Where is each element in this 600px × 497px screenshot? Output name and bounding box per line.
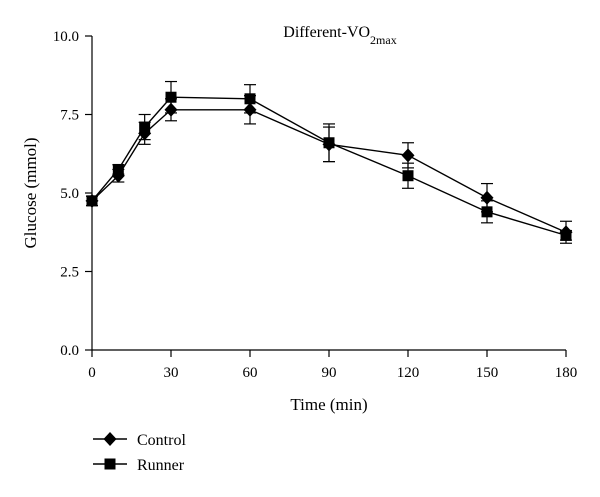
data-point-runner <box>244 93 256 105</box>
x-tick-label: 180 <box>555 365 578 381</box>
data-point-runner <box>165 91 177 103</box>
legend-marker-diamond <box>103 432 117 446</box>
chart-title-subscript: 2max <box>370 33 397 47</box>
data-point-runner <box>112 163 124 175</box>
series-control <box>85 95 573 244</box>
data-point-runner <box>86 195 98 207</box>
chart-title: Different-VO2max <box>283 24 396 47</box>
legend-item-runner: Runner <box>93 457 185 474</box>
x-tick-label: 120 <box>397 365 420 381</box>
y-tick-label: 2.5 <box>60 265 79 281</box>
y-axis-title: Glucose (mmol) <box>21 138 40 249</box>
data-point-runner <box>560 229 572 241</box>
y-tick-label: 5.0 <box>60 186 79 202</box>
chart-legend: Control Runner <box>93 432 186 474</box>
legend-label: Control <box>137 432 186 449</box>
data-point-runner <box>323 137 335 149</box>
y-tick-label: 0.0 <box>60 343 79 359</box>
data-point-runner <box>139 121 151 133</box>
y-tick-label: 7.5 <box>60 108 79 124</box>
x-tick-label: 0 <box>88 365 96 381</box>
x-tick-label: 60 <box>243 365 258 381</box>
data-point-runner <box>402 170 414 182</box>
data-point-runner <box>481 206 493 218</box>
axis-ticks: 0 30 60 90 120 150 180 0.0 2.5 5.0 7.5 10.0 <box>53 29 578 381</box>
y-tick-label: 10.0 <box>53 29 79 45</box>
plot-area <box>85 80 573 244</box>
legend-marker-square <box>104 458 116 470</box>
series-line-runner <box>91 96 567 237</box>
series-runner <box>86 80 572 241</box>
legend-label: Runner <box>137 457 185 474</box>
data-point-control <box>401 148 415 163</box>
chart-title-main: Different-VO <box>283 24 370 41</box>
x-tick-label: 30 <box>164 365 179 381</box>
legend-item-control: Control <box>93 432 186 449</box>
x-tick-label: 90 <box>322 365 337 381</box>
x-tick-label: 150 <box>476 365 499 381</box>
x-axis-title: Time (min) <box>290 395 367 414</box>
